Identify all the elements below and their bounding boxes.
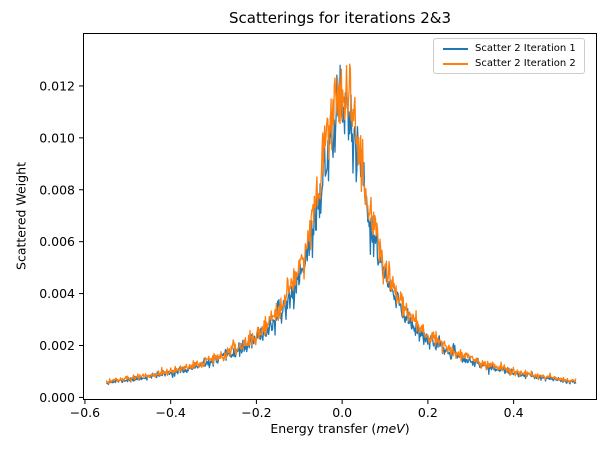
series-line-scatter-2-iteration-2 [105,63,577,385]
legend-label: Scatter 2 Iteration 1 [475,43,576,54]
y-tick-label: 0.000 [39,390,75,405]
y-tick-label: 0.012 [39,78,75,93]
y-tick-label: 0.004 [39,286,75,301]
legend-label: Scatter 2 Iteration 2 [475,58,576,69]
series-line-scatter-2-iteration-1 [106,64,577,386]
legend: Scatter 2 Iteration 1 Scatter 2 Iteratio… [433,38,585,74]
x-tick-label: −0.6 [70,405,100,420]
y-tick-label: 0.006 [39,234,75,249]
y-tick-label: 0.010 [39,130,75,145]
legend-item: Scatter 2 Iteration 2 [443,58,576,69]
y-axis-label: Scattered Weight [13,162,29,270]
x-axis-label-prefix: Energy transfer ( [270,421,377,436]
legend-line-iteration-1 [443,47,468,50]
legend-item: Scatter 2 Iteration 1 [443,43,576,54]
chart-title: Scatterings for iterations 2&3 [228,9,452,27]
x-axis-label-suffix: ) [404,421,410,436]
x-axis-label: Energy transfer (meV) [83,421,597,436]
y-tick-label: 0.008 [39,182,75,197]
axis-ticks: −0.6 −0.4 −0.2 0.0 0.2 0.4 0.000 0.002 0.004 0.00… [39,78,523,420]
x-tick-label: 0.0 [332,405,352,420]
x-tick-label: −0.2 [241,405,271,420]
x-tick-label: 0.2 [418,405,438,420]
y-tick-label: 0.002 [39,338,75,353]
series-layer [105,63,577,386]
x-tick-label: 0.4 [504,405,524,420]
legend-line-iteration-2 [443,62,468,65]
x-axis-label-units: meV [376,421,405,436]
plot-area-spines [83,33,597,400]
x-tick-label: −0.4 [155,405,185,420]
